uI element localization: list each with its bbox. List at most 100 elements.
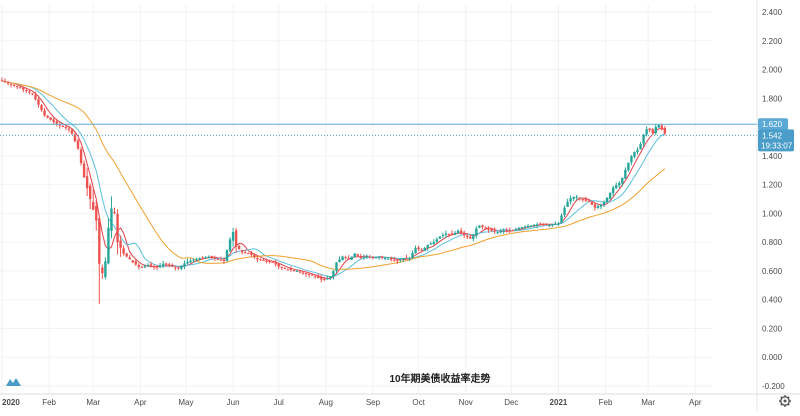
candle-body (6, 82, 10, 84)
y-tick-label: 1.800 (762, 94, 783, 103)
y-tick-label: 0.000 (762, 353, 783, 362)
candle-body (37, 99, 40, 105)
candle-body (490, 229, 493, 231)
candle-body (526, 226, 530, 228)
x-tick-label: Oct (412, 398, 425, 407)
candle-body (125, 253, 128, 257)
candle-body (259, 259, 262, 261)
candle-body (459, 230, 463, 233)
candle-body (189, 260, 192, 263)
candle-body (310, 274, 314, 276)
candle-body (511, 229, 515, 231)
candle-body (277, 263, 280, 267)
grid (0, 4, 712, 394)
candle-body (85, 176, 89, 189)
candle-body (244, 252, 247, 254)
candle-body (432, 242, 435, 245)
candle-body (304, 272, 308, 274)
candle-body (241, 249, 244, 253)
candle-body (365, 256, 369, 258)
candle-body (286, 269, 290, 271)
candle-body (627, 162, 630, 171)
candle-body (295, 270, 299, 272)
candle-body (95, 206, 98, 221)
chart-title: 10年期美债收益率走势 (389, 372, 490, 385)
candle-body (590, 201, 594, 205)
candle-body (9, 83, 13, 85)
candle-body (517, 227, 521, 230)
y-tick-label: 0.200 (762, 324, 783, 333)
candle-body (253, 254, 256, 258)
candle-body (414, 247, 417, 254)
y-tick-label: 1.000 (762, 209, 783, 218)
x-tick-label: Mar (86, 398, 100, 407)
candle-body (393, 259, 396, 261)
x-tick-label: 2021 (550, 398, 568, 407)
ma-slow-line (1, 80, 666, 270)
x-tick-label: Nov (459, 398, 473, 407)
candle-body (493, 230, 496, 232)
y-tick-label: 2.000 (762, 66, 783, 75)
candle-body (408, 257, 411, 259)
candle-body (64, 127, 68, 129)
candle-body (596, 206, 600, 209)
candle-body (274, 262, 277, 265)
candle-body (466, 235, 469, 238)
candle-body (380, 256, 384, 258)
candle-body (651, 129, 654, 133)
candle-body (174, 267, 177, 269)
candles (0, 77, 667, 305)
candle-body (67, 128, 71, 130)
candle-body (231, 232, 235, 241)
settings-gear-icon[interactable] (779, 395, 791, 407)
candle-body (441, 234, 445, 236)
candle-body (204, 257, 207, 259)
candle-body (192, 259, 195, 261)
candle-body (12, 84, 16, 86)
candle-body (621, 177, 624, 184)
candle-body (98, 218, 101, 264)
candle-body (563, 207, 566, 215)
candle-body (487, 228, 490, 230)
candle-body (3, 81, 7, 83)
candle-body (453, 232, 457, 235)
logo-icon[interactable] (5, 375, 21, 387)
candle-body (122, 248, 125, 254)
horizontal-line-tag (758, 118, 788, 131)
candle-body (164, 263, 168, 265)
candle-body (456, 230, 460, 234)
candle-body (28, 91, 31, 93)
candle-body (386, 258, 390, 260)
y-tick-label: 0.800 (762, 238, 783, 247)
candle-body (481, 225, 484, 228)
y-axis: 2.400 2.200 2.000 1.800 1.400 1.200 1.000 0.800… (756, 0, 785, 411)
candle-body (79, 149, 83, 164)
candle-body (560, 215, 563, 223)
candle-body (657, 124, 660, 128)
candle-body (611, 187, 615, 194)
last-price-tag (758, 129, 794, 152)
candle-body (417, 247, 420, 250)
candle-body (514, 228, 518, 231)
x-tick-label: Sep (366, 398, 381, 407)
candle-body (107, 227, 110, 264)
candle-body (505, 230, 508, 232)
candle-body (566, 201, 569, 207)
candle-body (484, 227, 487, 229)
candle-body (593, 204, 597, 208)
candle-body (642, 134, 645, 144)
candle-body (645, 129, 648, 135)
candle-body (143, 266, 147, 268)
candle-body (152, 266, 156, 268)
last-price-label: 1.542 (762, 131, 783, 140)
candle-body (113, 212, 116, 214)
candle-body (58, 124, 61, 126)
candle-body (210, 255, 214, 258)
candle-body (356, 254, 359, 256)
candle-body (429, 243, 432, 245)
candle-body (605, 197, 609, 203)
candle-body (186, 261, 189, 264)
candle-body (557, 223, 560, 225)
